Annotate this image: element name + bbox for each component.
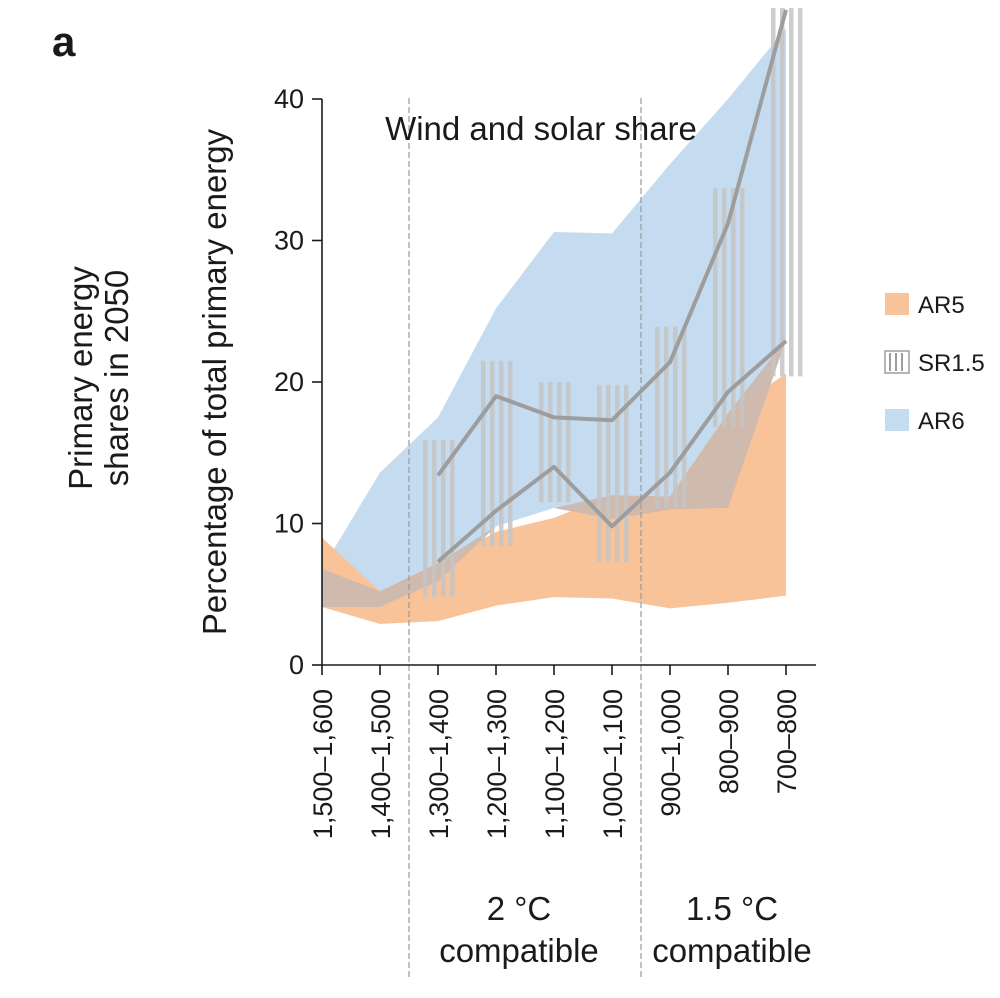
plot-area xyxy=(322,8,803,624)
side-title-line-2: shares in 2050 xyxy=(98,270,135,486)
sr15-bar-3-2 xyxy=(499,360,504,547)
group-label-1-0: 1.5 °C xyxy=(686,890,778,927)
sr15-bar-5-1 xyxy=(606,384,611,562)
y-tick-label-40: 40 xyxy=(274,84,304,114)
sr15-bar-5-2 xyxy=(615,384,620,562)
sr15-bar-6-0 xyxy=(655,326,660,508)
series-group xyxy=(322,8,803,624)
sr15-bar-4-0 xyxy=(539,382,544,503)
x-tick-label-3: 1,200–1,300 xyxy=(482,689,512,839)
sr15-bar-2-2 xyxy=(441,440,446,598)
x-tick-label-1: 1,400–1,500 xyxy=(366,689,396,839)
sr15-bar-7-0 xyxy=(713,188,718,428)
sr15-bar-2-1 xyxy=(432,440,437,598)
panel-label: a xyxy=(52,18,76,65)
group-label-0-0: 2 °C xyxy=(487,890,552,927)
sr15-bar-6-3 xyxy=(682,326,687,508)
legend-swatch-ar6 xyxy=(885,409,909,431)
x-tick-label-0: 1,500–1,600 xyxy=(308,689,338,839)
legend-label-ar5: AR5 xyxy=(918,292,965,319)
sr15-bar-4-3 xyxy=(566,382,571,503)
y-axis-title: Percentage of total primary energy xyxy=(196,128,233,635)
side-title: Primary energy shares in 2050 xyxy=(62,266,135,490)
x-tick-label-6: 900–1,000 xyxy=(656,689,686,817)
x-tick-label-5: 1,000–1,100 xyxy=(598,689,628,839)
sr15-bar-5-3 xyxy=(624,384,629,562)
sr15-bar-7-3 xyxy=(740,188,745,428)
x-tick-label-8: 700–800 xyxy=(772,689,802,794)
x-tick-label-7: 800–900 xyxy=(714,689,744,794)
sr15-bar-8-1 xyxy=(780,8,785,377)
y-tick-label-10: 10 xyxy=(274,509,304,539)
x-tick-label-2: 1,300–1,400 xyxy=(424,689,454,839)
sr15-bar-2-0 xyxy=(423,440,428,598)
sr15-bar-6-2 xyxy=(673,326,678,508)
sr15-bar-8-2 xyxy=(789,8,794,377)
sr15-bar-4-2 xyxy=(557,382,562,503)
y-tick-label-30: 30 xyxy=(274,226,304,256)
ar5-range-area xyxy=(322,373,786,624)
side-title-line-1: Primary energy xyxy=(62,266,99,490)
sr15-bar-3-1 xyxy=(490,360,495,547)
x-tick-label-4: 1,100–1,200 xyxy=(540,689,570,839)
y-tick-label-20: 20 xyxy=(274,367,304,397)
sr15-bar-7-2 xyxy=(731,188,736,428)
axes: 0 10 20 30 40 1,500–1,600 1,400–1,500 1,300–1,4… xyxy=(274,84,816,980)
legend-label-sr15: SR1.5 xyxy=(918,350,985,377)
sr15-bar-2-3 xyxy=(450,440,455,598)
legend-swatch-ar5 xyxy=(885,293,909,315)
legend-label-ar6: AR6 xyxy=(918,408,965,435)
group-label-0-1: compatible xyxy=(439,932,599,969)
group-label-1-1: compatible xyxy=(652,932,812,969)
sr15-upper-line xyxy=(436,9,788,477)
sr15-bar-3-3 xyxy=(508,360,513,547)
ar6-range-area xyxy=(322,28,786,607)
legend: AR5 SR1.5 AR6 xyxy=(884,292,985,435)
sr15-bar-4-1 xyxy=(548,382,553,503)
y-tick-label-0: 0 xyxy=(289,650,304,680)
y-axis-title-group: Percentage of total primary energy xyxy=(196,128,233,635)
sr15-bar-8-3 xyxy=(798,8,803,377)
sr15-lower-line xyxy=(436,339,788,564)
sr15-bar-8-0 xyxy=(771,8,776,377)
sr15-bar-3-0 xyxy=(481,360,486,547)
sr15-bar-5-0 xyxy=(597,384,602,562)
ar5-ar6-overlap-area xyxy=(322,339,786,607)
sr15-bar-6-1 xyxy=(664,326,669,508)
sr15-bar-7-1 xyxy=(722,188,727,428)
chart-title: Wind and solar share xyxy=(385,110,697,147)
